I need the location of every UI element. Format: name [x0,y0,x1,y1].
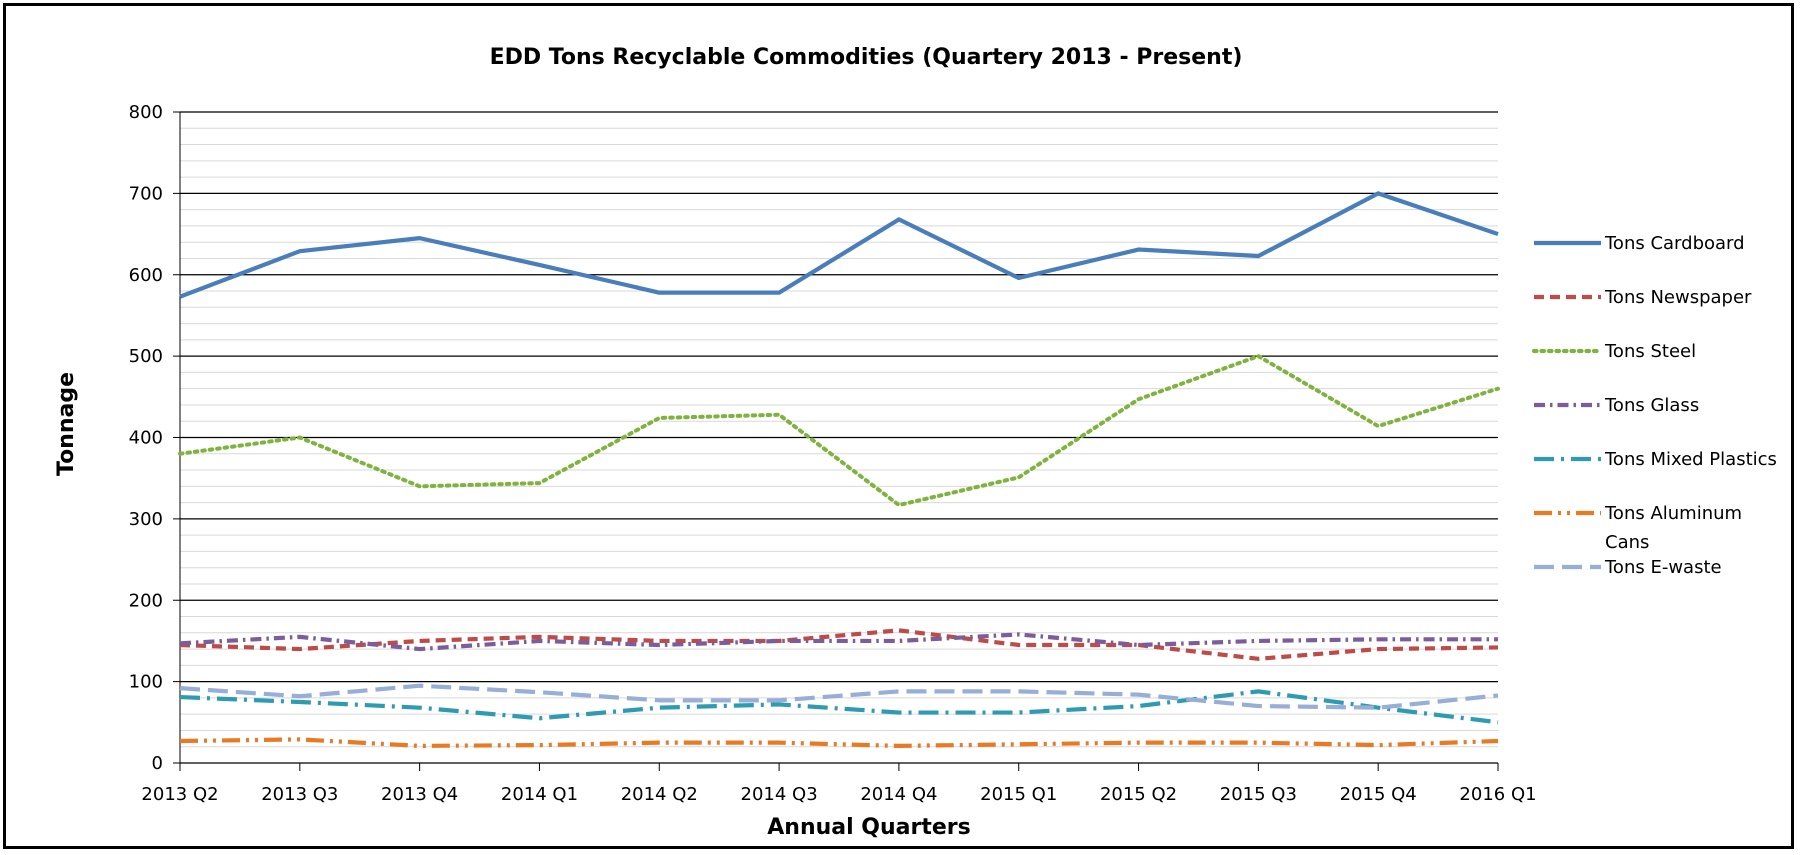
x-tick-label: 2013 Q2 [141,784,218,805]
x-axis-title: Annual Quarters [767,815,971,840]
y-tick-label: 500 [129,346,163,367]
series-line [179,628,1499,661]
x-axis-ticks: 2013 Q2 2013 Q3 2013 Q4 2014 Q1 2014 Q2 2014 … [141,762,1537,805]
x-tick-label: 2013 Q3 [261,784,338,805]
x-tick-label: 2015 Q4 [1340,784,1417,805]
y-tick-label: 700 [129,183,163,204]
x-tick-label: 2014 Q3 [741,784,818,805]
chart-title: EDD Tons Recyclable Commodities (Quarter… [490,45,1243,70]
legend-label: Tons Mixed Plastics [1604,449,1777,470]
x-tick-label: 2015 Q2 [1100,784,1177,805]
series-line [179,191,1499,299]
y-tick-label: 300 [129,509,163,530]
x-tick-label: 2014 Q1 [501,784,578,805]
series-line [179,632,1498,652]
series-line [179,737,1499,749]
series-lines [178,191,1500,749]
legend-label: Tons Aluminum Cans [1604,503,1742,553]
legend-label: Tons Steel [1604,341,1696,362]
x-tick-label: 2014 Q4 [860,784,937,805]
x-tick-label: 2015 Q1 [980,784,1057,805]
y-tick-label: 400 [129,428,163,449]
chart-frame: EDD Tons Recyclable Commodities (Quarter… [3,3,1794,849]
y-tick-label: 800 [129,102,163,123]
legend-label: Tons Cardboard [1604,233,1745,254]
series-line [178,354,1500,508]
y-tick-label: 200 [129,590,163,611]
y-tick-label: 600 [129,265,163,286]
series-line [179,683,1499,710]
y-tick-label: 0 [152,753,163,774]
y-axis-ticks: 0 100 200 300 400 500 600 700 800 [129,102,181,774]
series-line [179,689,1499,725]
legend-label: Tons E-waste [1604,557,1722,578]
line-chart: EDD Tons Recyclable Commodities (Quarter… [54,45,1777,840]
x-tick-label: 2016 Q1 [1459,784,1536,805]
legend-label: Tons Glass [1604,395,1699,416]
x-tick-label: 2013 Q4 [381,784,458,805]
x-tick-label: 2014 Q2 [621,784,698,805]
y-axis-title: Tonnage [54,372,79,476]
gridlines [180,111,1498,748]
legend: Tons Cardboard Tons Newspaper Tons Steel To… [1531,233,1777,578]
x-tick-label: 2015 Q3 [1220,784,1297,805]
y-tick-label: 100 [129,672,163,693]
legend-label: Tons Newspaper [1604,287,1752,308]
